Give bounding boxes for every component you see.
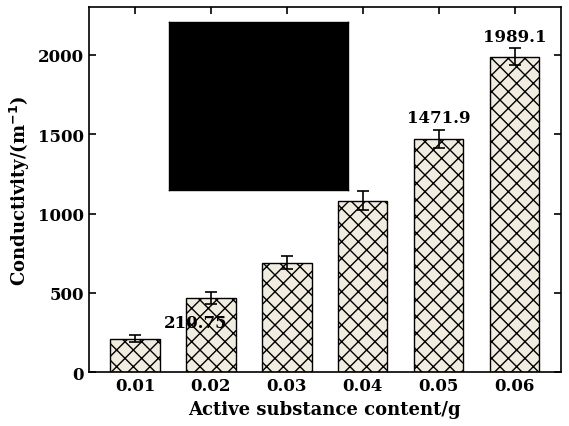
Bar (414, 139, 463, 372)
Bar (186, 298, 236, 372)
Text: 210.75: 210.75 (164, 314, 228, 331)
Bar (110, 339, 160, 372)
Bar (490, 58, 539, 372)
Bar (338, 201, 387, 372)
X-axis label: Active substance content/g: Active substance content/g (188, 400, 461, 417)
Text: 1471.9: 1471.9 (407, 110, 471, 127)
Text: 1989.1: 1989.1 (483, 29, 546, 46)
Y-axis label: Conductivity/(m$^{-1}$): Conductivity/(m$^{-1}$) (9, 95, 32, 285)
Bar (262, 263, 312, 372)
